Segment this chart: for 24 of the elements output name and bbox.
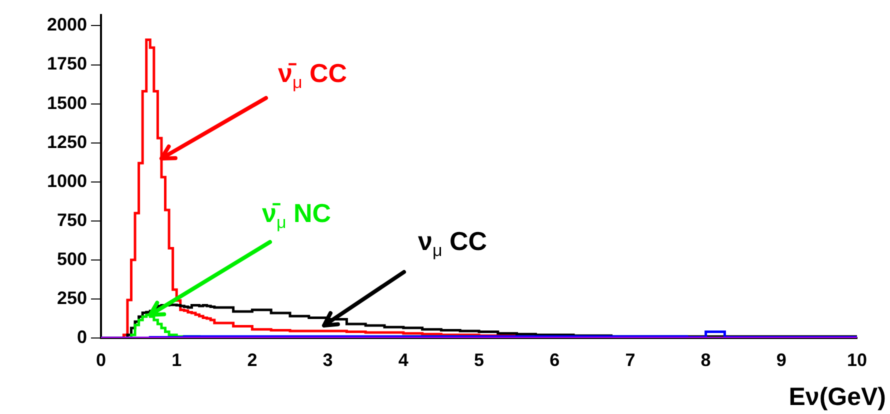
- y-tick-label: 1500: [46, 92, 87, 113]
- y-tick-label: 1750: [46, 54, 87, 74]
- y-tick-label: 250: [56, 288, 87, 308]
- y-tick-label: 750: [56, 210, 87, 230]
- x-tick-label: 8: [700, 350, 711, 370]
- y-tick-label: 0: [76, 326, 87, 347]
- x-axis-title: Eν(GeV): [788, 383, 886, 412]
- x-tick-label: 7: [625, 350, 636, 370]
- x-tick-label: 10: [846, 350, 868, 370]
- annotation: ν̄$_{μ}$ CC: [278, 58, 348, 94]
- x-tick-label: 6: [550, 350, 560, 370]
- x-tick-label: 4: [398, 350, 408, 370]
- x-tick-label: 9: [776, 350, 786, 370]
- y-tick-label: 2000: [46, 14, 87, 35]
- y-tick-label: 1000: [46, 170, 87, 191]
- y-tick-label: 500: [56, 248, 87, 269]
- annotation: ν$_{μ}$ CC: [418, 226, 488, 262]
- x-tick-label: 5: [474, 350, 484, 370]
- x-tick-label: 2: [247, 350, 258, 370]
- annotation: ν̄$_{μ}$ NC: [262, 198, 332, 234]
- x-tick-label: 0: [96, 350, 106, 370]
- x-tick-label: 3: [322, 350, 333, 370]
- x-tick-label: 1: [172, 350, 182, 370]
- y-tick-label: 1250: [46, 132, 87, 152]
